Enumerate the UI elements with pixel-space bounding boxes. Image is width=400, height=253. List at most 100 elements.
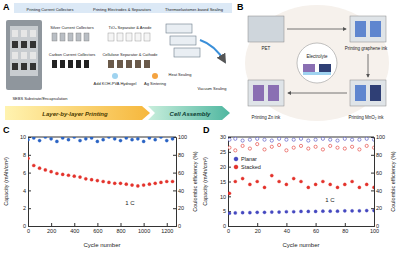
point (96, 140, 99, 143)
tick-label: 60 (313, 228, 319, 234)
point (270, 210, 273, 213)
point (256, 137, 259, 140)
silver-collector (68, 33, 73, 41)
tick: 20 (255, 223, 261, 234)
printed-pattern (268, 85, 279, 101)
point (159, 181, 162, 184)
point (278, 210, 281, 213)
axis-line (229, 223, 375, 227)
point (248, 147, 251, 150)
series (28, 157, 174, 188)
printed-cell (12, 63, 18, 70)
printed-cell (12, 30, 18, 37)
axis: 020406080100 (227, 223, 379, 234)
tick-mark (28, 173, 31, 174)
point (292, 177, 295, 180)
point (278, 180, 281, 183)
point (372, 146, 374, 149)
carbon-collector (76, 60, 81, 68)
substrate (350, 80, 386, 106)
tick: 20 (371, 205, 382, 211)
point (228, 192, 231, 195)
point (372, 186, 374, 189)
tick-label: 0 (223, 223, 226, 229)
cell-view (297, 43, 337, 83)
axis: 0246810 (20, 134, 31, 229)
printer (6, 20, 42, 90)
cathode (135, 60, 141, 68)
callout: Heat Sealing (169, 72, 192, 77)
point (292, 210, 295, 213)
point (61, 173, 64, 176)
tick-label: 10 (220, 194, 226, 200)
tick: 4 (23, 188, 31, 194)
point (61, 137, 64, 139)
tick-label: 200 (47, 228, 56, 234)
tick-mark (121, 223, 122, 226)
point (55, 172, 58, 175)
callout: Silver Current Collectors (50, 25, 93, 30)
callout: Add KOH-PVA Hydrogel (94, 81, 137, 86)
tick: 80 (342, 223, 348, 234)
point (228, 138, 231, 141)
point (113, 182, 116, 185)
point (248, 211, 251, 214)
vacuum-arrow (200, 40, 225, 62)
point (270, 139, 273, 142)
step-label: Printing MnO₂ ink (348, 115, 384, 120)
printed-cell (30, 30, 36, 37)
center-label: Electrolyte (306, 54, 328, 59)
tick-label: 15 (220, 179, 226, 185)
tick-label: 80 (376, 152, 382, 158)
point (307, 186, 310, 189)
chart: 0200400600800100012000246810020406080100… (3, 134, 198, 248)
axis-title: Coulombic efficiency (%) (192, 151, 198, 212)
printed-cell (21, 63, 27, 70)
tick-label: 5 (223, 208, 226, 214)
point (351, 180, 354, 183)
point (321, 137, 324, 140)
printed-pattern (253, 85, 264, 101)
point (171, 137, 174, 140)
tick-mark (28, 208, 31, 209)
background (245, 5, 389, 121)
point (299, 210, 302, 213)
point (228, 146, 231, 149)
header: Printing Current Collectors (27, 7, 74, 12)
point (84, 137, 87, 140)
point (321, 180, 324, 183)
point (55, 140, 58, 143)
step-label: PET (262, 46, 271, 51)
panel-label: A (3, 2, 10, 12)
tick-label: 100 (376, 134, 385, 140)
printed-cell (21, 52, 27, 59)
point (263, 186, 266, 189)
tick: 60 (313, 223, 319, 234)
point (142, 140, 145, 143)
point (67, 138, 70, 141)
tick: 80 (371, 152, 382, 158)
step-label: Printing graphene ink (345, 46, 388, 51)
tick-mark (51, 223, 52, 226)
point (285, 183, 288, 186)
point (234, 137, 237, 140)
point (343, 209, 346, 212)
tick-mark (345, 223, 346, 226)
tick-label: 0 (376, 223, 379, 229)
point (263, 148, 266, 151)
point (278, 143, 281, 146)
silver-collector (52, 33, 57, 41)
tick-label: 1200 (161, 228, 173, 234)
point (285, 149, 288, 152)
point (336, 139, 339, 142)
point (241, 177, 244, 180)
tick: 5 (223, 208, 231, 214)
tick-mark (167, 223, 168, 226)
printed-cell (30, 52, 36, 59)
header: Thermoelastomer-based Sealing (165, 7, 223, 12)
point (78, 175, 81, 178)
point (171, 180, 174, 183)
point (314, 210, 317, 213)
tick-label: 4 (23, 188, 26, 194)
tick-label: 20 (376, 205, 382, 211)
